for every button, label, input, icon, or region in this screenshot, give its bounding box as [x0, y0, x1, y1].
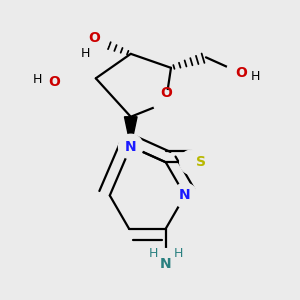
Text: H: H — [81, 46, 90, 60]
Circle shape — [155, 92, 176, 113]
Text: N: N — [179, 188, 191, 203]
Circle shape — [82, 28, 106, 52]
Text: N: N — [160, 256, 172, 271]
Circle shape — [229, 61, 253, 85]
Circle shape — [40, 70, 64, 94]
Text: H: H — [251, 70, 260, 83]
Circle shape — [152, 249, 179, 275]
Text: O: O — [88, 31, 100, 45]
Polygon shape — [124, 117, 137, 146]
Text: S: S — [196, 155, 206, 169]
Text: O: O — [48, 75, 60, 89]
Circle shape — [38, 67, 67, 97]
Text: H: H — [173, 247, 183, 260]
Circle shape — [180, 150, 204, 175]
Circle shape — [226, 58, 256, 88]
Text: O: O — [235, 66, 247, 80]
Circle shape — [173, 183, 197, 208]
Circle shape — [118, 134, 143, 159]
Circle shape — [154, 250, 178, 274]
Text: H: H — [149, 247, 158, 260]
Circle shape — [154, 91, 178, 115]
Circle shape — [80, 25, 109, 55]
Text: H: H — [33, 73, 42, 86]
Text: O: O — [160, 86, 172, 100]
Text: N: N — [125, 140, 136, 154]
